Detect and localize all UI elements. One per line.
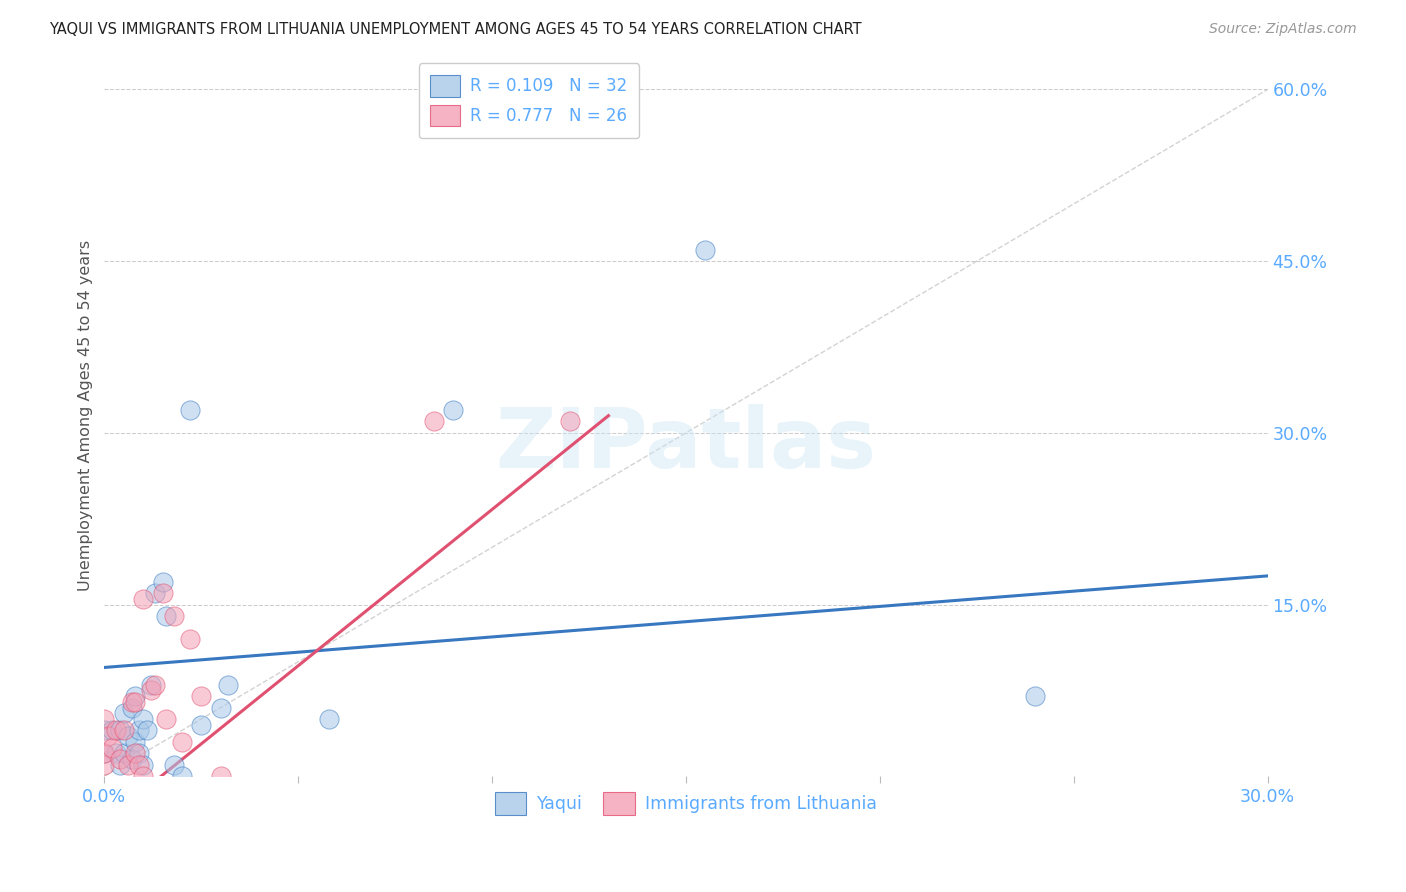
Point — [190, 689, 212, 703]
Point — [121, 700, 143, 714]
Point — [108, 757, 131, 772]
Point — [108, 752, 131, 766]
Text: YAQUI VS IMMIGRANTS FROM LITHUANIA UNEMPLOYMENT AMONG AGES 45 TO 54 YEARS CORREL: YAQUI VS IMMIGRANTS FROM LITHUANIA UNEMP… — [49, 22, 862, 37]
Point — [179, 632, 201, 646]
Point — [112, 747, 135, 761]
Point — [128, 723, 150, 738]
Point — [179, 403, 201, 417]
Point — [152, 586, 174, 600]
Text: ZIPatlas: ZIPatlas — [495, 404, 876, 485]
Point — [170, 735, 193, 749]
Point — [93, 723, 115, 738]
Point — [132, 712, 155, 726]
Point — [121, 695, 143, 709]
Point — [124, 695, 146, 709]
Point — [143, 678, 166, 692]
Point — [93, 757, 115, 772]
Legend: Yaqui, Immigrants from Lithuania: Yaqui, Immigrants from Lithuania — [488, 785, 884, 822]
Point — [117, 757, 139, 772]
Y-axis label: Unemployment Among Ages 45 to 54 years: Unemployment Among Ages 45 to 54 years — [79, 240, 93, 591]
Point — [423, 414, 446, 428]
Point — [143, 586, 166, 600]
Point — [121, 752, 143, 766]
Point — [132, 591, 155, 606]
Point — [1024, 689, 1046, 703]
Point — [209, 769, 232, 783]
Text: Source: ZipAtlas.com: Source: ZipAtlas.com — [1209, 22, 1357, 37]
Point — [155, 712, 177, 726]
Point — [132, 769, 155, 783]
Point — [117, 729, 139, 743]
Point — [209, 700, 232, 714]
Point — [112, 723, 135, 738]
Point — [139, 683, 162, 698]
Point — [152, 574, 174, 589]
Point — [170, 769, 193, 783]
Point — [93, 712, 115, 726]
Point — [163, 757, 186, 772]
Point — [136, 723, 159, 738]
Point — [101, 740, 124, 755]
Point — [124, 747, 146, 761]
Point — [93, 747, 115, 761]
Point — [108, 723, 131, 738]
Point — [163, 609, 186, 624]
Point — [112, 706, 135, 721]
Point — [101, 723, 124, 738]
Point — [124, 735, 146, 749]
Point — [124, 689, 146, 703]
Point — [190, 717, 212, 731]
Point — [105, 747, 128, 761]
Point — [695, 243, 717, 257]
Point — [318, 712, 340, 726]
Point — [105, 723, 128, 738]
Point — [558, 414, 581, 428]
Point — [217, 678, 239, 692]
Point — [128, 757, 150, 772]
Point — [132, 757, 155, 772]
Point — [93, 747, 115, 761]
Point — [441, 403, 464, 417]
Point — [128, 747, 150, 761]
Point — [97, 729, 120, 743]
Point — [155, 609, 177, 624]
Point — [139, 678, 162, 692]
